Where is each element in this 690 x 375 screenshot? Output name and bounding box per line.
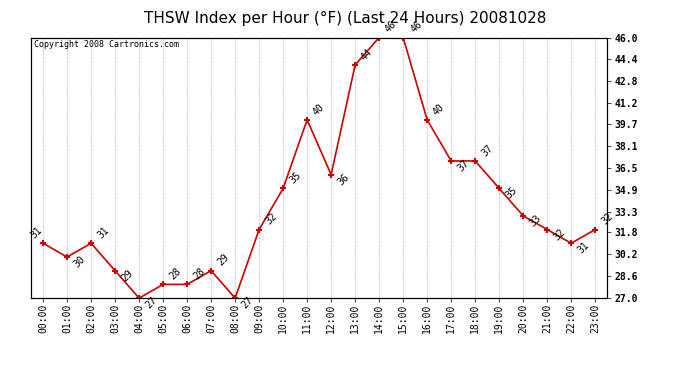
Text: 37: 37 [455, 158, 471, 174]
Text: 27: 27 [239, 295, 255, 310]
Text: 44: 44 [359, 47, 375, 62]
Text: 46: 46 [384, 20, 399, 35]
Text: 35: 35 [287, 170, 303, 186]
Text: Copyright 2008 Cartronics.com: Copyright 2008 Cartronics.com [34, 40, 179, 49]
Text: 46: 46 [408, 20, 424, 35]
Text: 35: 35 [503, 186, 519, 201]
Text: 36: 36 [335, 172, 351, 187]
Text: THSW Index per Hour (°F) (Last 24 Hours) 20081028: THSW Index per Hour (°F) (Last 24 Hours)… [144, 11, 546, 26]
Text: 29: 29 [119, 268, 135, 283]
Text: 31: 31 [29, 225, 45, 240]
Text: 31: 31 [95, 225, 110, 240]
Text: 28: 28 [167, 266, 183, 282]
Text: 40: 40 [431, 102, 446, 117]
Text: 30: 30 [71, 254, 87, 270]
Text: 27: 27 [144, 295, 159, 310]
Text: 40: 40 [311, 102, 326, 117]
Text: 31: 31 [575, 240, 591, 256]
Text: 37: 37 [480, 143, 495, 158]
Text: 33: 33 [527, 213, 543, 228]
Text: 32: 32 [264, 211, 279, 227]
Text: 29: 29 [215, 252, 230, 268]
Text: 32: 32 [551, 226, 566, 242]
Text: 32: 32 [600, 211, 615, 227]
Text: 28: 28 [191, 266, 206, 282]
